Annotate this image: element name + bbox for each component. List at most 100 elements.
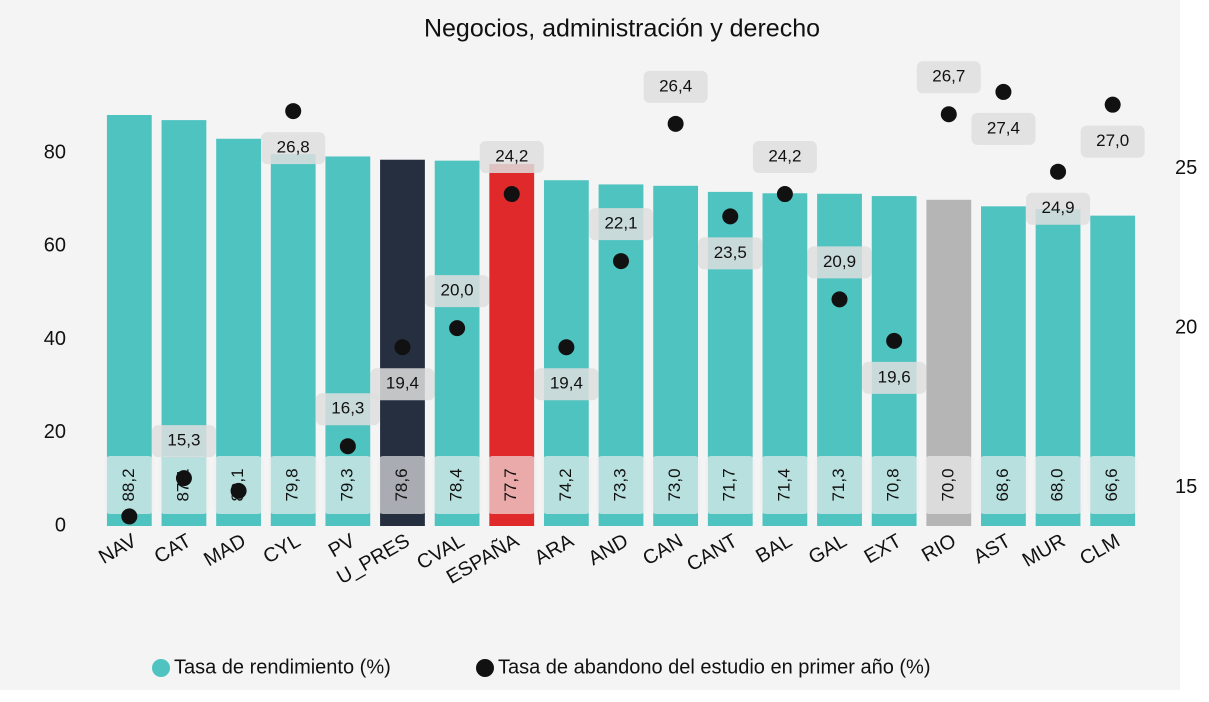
value-label: 77,7 xyxy=(501,468,520,501)
value-label: 27,0 xyxy=(1096,131,1129,150)
dot xyxy=(776,186,793,203)
value-label-box xyxy=(104,456,155,514)
y2-tick-label: 25 xyxy=(1175,157,1197,179)
value-label-box xyxy=(705,456,756,514)
value-label: 26,8 xyxy=(277,138,310,157)
value-label: 70,8 xyxy=(884,468,903,501)
y-tick-label: 20 xyxy=(44,421,66,443)
value-label: 71,4 xyxy=(774,468,793,501)
value-label-box xyxy=(978,456,1029,514)
legend-label: Tasa de abandono del estudio en primer a… xyxy=(498,656,931,678)
value-label-box xyxy=(869,456,920,514)
value-label-box xyxy=(151,425,216,458)
value-label: 73,0 xyxy=(665,468,684,501)
y2-tick-label: 20 xyxy=(1175,316,1197,338)
value-label-box xyxy=(370,368,435,401)
value-label: 15,3 xyxy=(167,431,200,450)
legend-marker xyxy=(476,659,494,677)
dot xyxy=(121,508,138,525)
y-tick-label: 40 xyxy=(44,328,66,350)
dot xyxy=(449,320,466,337)
value-label: 16,3 xyxy=(331,399,364,418)
value-label-box xyxy=(534,368,599,401)
value-label: 23,5 xyxy=(714,243,747,262)
dot xyxy=(1050,163,1067,180)
value-label-box xyxy=(1080,125,1145,158)
value-label-box xyxy=(971,112,1036,145)
dot xyxy=(886,332,903,349)
y-tick-label: 0 xyxy=(55,514,66,536)
chart-title: Negocios, administración y derecho xyxy=(424,15,820,43)
dot xyxy=(995,83,1012,100)
value-label-box xyxy=(1033,456,1084,514)
value-label: 20,0 xyxy=(441,281,474,300)
value-label: 71,7 xyxy=(720,468,739,501)
dot xyxy=(722,208,739,225)
y-tick-label: 60 xyxy=(44,235,66,257)
dot xyxy=(558,339,575,356)
value-label-box xyxy=(479,141,544,174)
dot xyxy=(339,438,356,455)
value-label: 70,0 xyxy=(938,468,957,501)
value-label-box xyxy=(596,456,646,514)
value-label-box xyxy=(377,456,428,514)
value-label: 26,7 xyxy=(932,67,965,86)
value-label: 79,3 xyxy=(337,468,356,501)
value-label-box xyxy=(807,246,872,279)
dot xyxy=(667,115,684,132)
value-label: 68,0 xyxy=(1048,468,1067,501)
legend-label: Tasa de rendimiento (%) xyxy=(174,656,391,678)
dot xyxy=(394,339,411,356)
value-label: 22,1 xyxy=(604,214,637,233)
value-label-box xyxy=(923,456,974,514)
value-label: 71,3 xyxy=(829,468,848,501)
value-label-box xyxy=(759,456,810,514)
value-label-box xyxy=(486,456,537,514)
dot xyxy=(831,291,848,308)
dot xyxy=(175,470,192,487)
dot xyxy=(1104,96,1121,113)
value-label: 26,4 xyxy=(659,76,692,95)
dot xyxy=(613,253,629,270)
dot xyxy=(940,106,957,123)
y2-tick-label: 15 xyxy=(1175,476,1197,498)
value-label-box xyxy=(1026,192,1091,225)
value-label-box xyxy=(916,61,981,94)
value-label-box xyxy=(425,275,490,308)
value-label: 19,4 xyxy=(550,374,583,393)
value-label: 78,4 xyxy=(447,468,466,501)
value-label-box xyxy=(862,361,927,394)
value-label: 88,2 xyxy=(119,468,138,501)
y-tick-label: 80 xyxy=(44,141,66,163)
value-label: 73,3 xyxy=(610,468,629,501)
value-label: 19,4 xyxy=(386,374,419,393)
value-label: 79,8 xyxy=(283,468,302,501)
dot xyxy=(503,186,520,203)
value-label: 24,2 xyxy=(768,147,801,166)
value-label: 68,6 xyxy=(993,468,1012,501)
value-label-box xyxy=(752,141,817,174)
value-label-box xyxy=(814,456,865,514)
value-label-box xyxy=(322,456,373,514)
value-label: 78,6 xyxy=(392,468,411,501)
value-label-box xyxy=(643,70,708,103)
dot xyxy=(230,482,247,499)
value-label-box xyxy=(261,132,326,165)
value-label-box xyxy=(315,393,380,426)
value-label: 27,4 xyxy=(987,118,1020,137)
value-label: 24,2 xyxy=(495,147,528,166)
value-label: 20,9 xyxy=(823,252,856,271)
value-label-box xyxy=(432,456,483,514)
value-label-box xyxy=(268,456,319,514)
value-label: 24,9 xyxy=(1042,198,1075,217)
dot xyxy=(285,103,302,120)
value-label: 66,6 xyxy=(1102,468,1121,501)
value-label-box xyxy=(650,456,701,514)
value-label-box xyxy=(589,208,653,241)
value-label: 74,2 xyxy=(556,468,575,501)
value-label: 19,6 xyxy=(878,367,911,386)
legend-marker xyxy=(152,659,170,677)
value-label-box xyxy=(698,237,763,270)
value-label-box xyxy=(541,456,592,514)
